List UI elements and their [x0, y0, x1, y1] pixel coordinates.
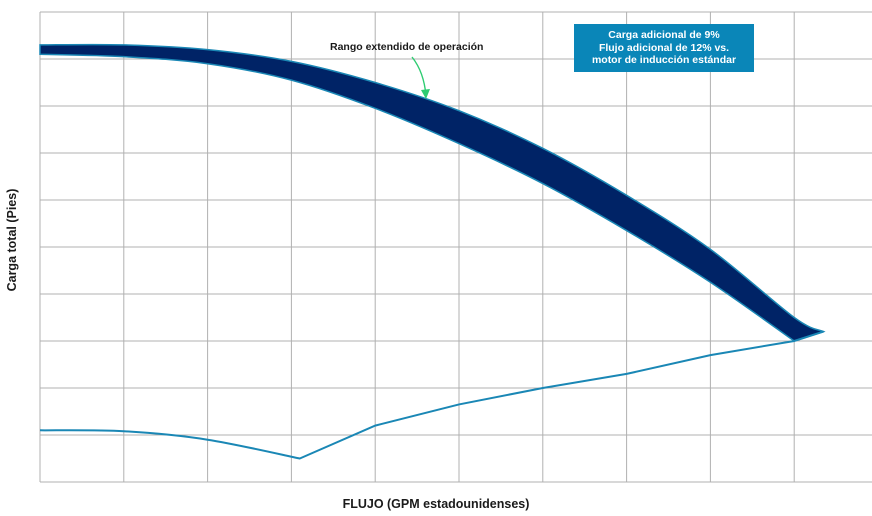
info-box: Carga adicional de 9% Flujo adicional de…: [574, 24, 754, 72]
x-axis-label: FLUJO (GPM estadounidenses): [342, 497, 530, 511]
band-annotation: Rango extendido de operación: [330, 41, 484, 53]
lower-curve-line: [39, 330, 824, 460]
info-box-line: motor de inducción estándar: [591, 54, 737, 66]
grid: [39, 11, 872, 483]
operating-range-band: [39, 43, 826, 342]
y-axis-label-wrap: Carga total (Pies): [0, 0, 24, 516]
band-label-arrow: [411, 56, 430, 99]
info-box-line: Flujo adicional de 12% vs.: [598, 41, 730, 54]
info-box-line: Carga adicional de 9%: [608, 29, 720, 41]
y-axis-label: Carga total (Pies): [5, 188, 19, 292]
